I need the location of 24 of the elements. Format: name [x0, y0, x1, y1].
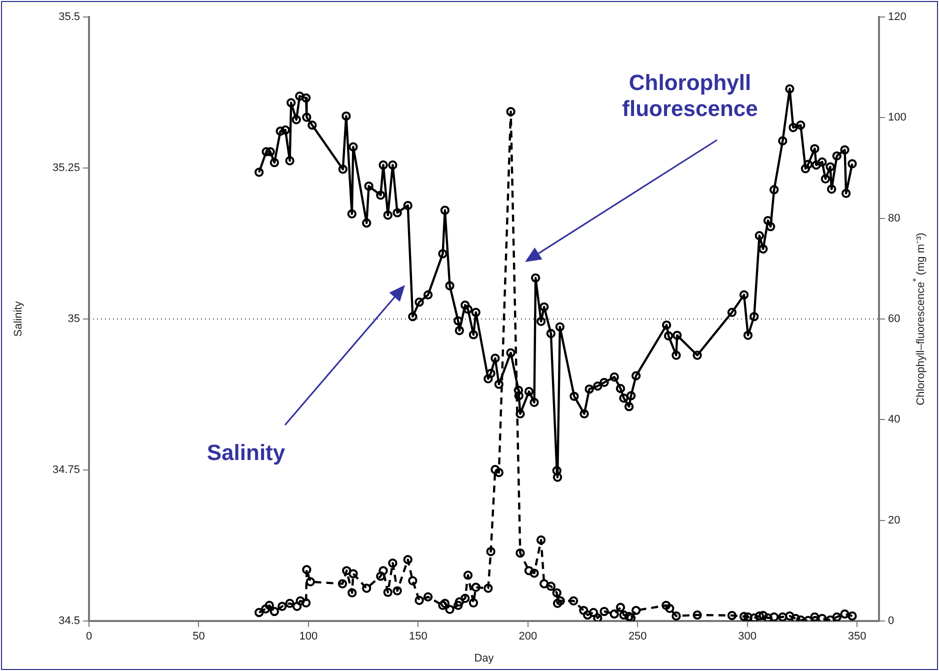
y-tick-label: 35.5 — [58, 11, 80, 24]
y2-tick-label: 60 — [888, 313, 900, 326]
x-tick-label: 300 — [738, 630, 757, 643]
y-tick-label: 34.75 — [52, 464, 80, 476]
y2-tick-label: 120 — [888, 11, 906, 24]
x-tick-label: 200 — [518, 630, 538, 643]
x-tick-label: 350 — [848, 630, 866, 643]
y2-tick-label: 80 — [888, 212, 900, 224]
x-axis-title: Day — [474, 652, 494, 664]
x-tick-label: 250 — [628, 630, 647, 643]
y-tick-label: 35 — [68, 313, 80, 326]
y-axis-title: Salinity — [12, 300, 25, 337]
x-tick-label: 100 — [299, 630, 318, 643]
x-tick-label: 50 — [192, 630, 205, 643]
annotation: Chlorophyll fluorescence — [621, 70, 759, 122]
y-tick-label: 34.5 — [58, 615, 80, 628]
y-tick-label: 35.25 — [52, 162, 80, 174]
x-tick-label: 150 — [408, 630, 428, 643]
y2-tick-label: 100 — [888, 112, 906, 124]
y2-tick-label: 20 — [888, 514, 900, 526]
y2-tick-label: 0 — [888, 615, 894, 628]
x-tick-label: 0 — [86, 630, 92, 643]
annotation: Salinity — [206, 440, 286, 466]
y2-tick-label: 40 — [888, 414, 900, 426]
